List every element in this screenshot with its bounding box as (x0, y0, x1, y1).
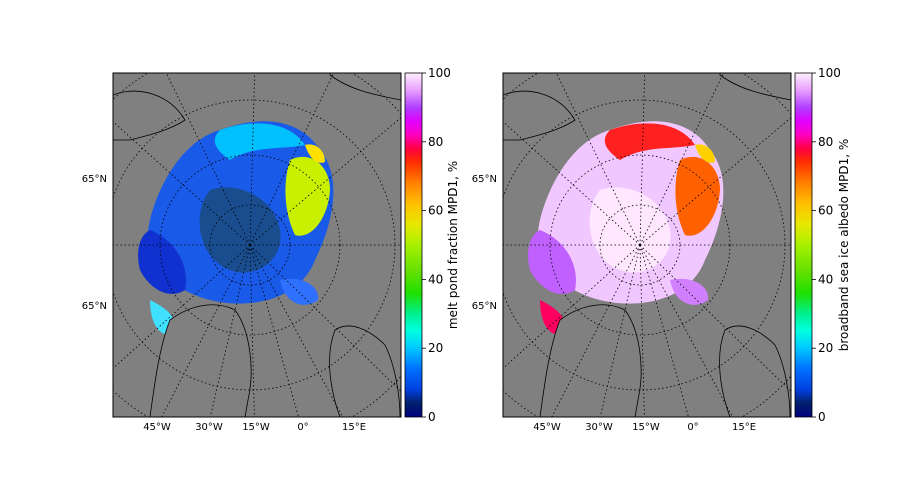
lon-label: 15°E (342, 422, 366, 433)
lon-labels: 45°W 30°W 15°W 0° 15°E (143, 422, 366, 433)
lon-label: 45°W (143, 422, 171, 433)
colorbar-tick-label: 40 (818, 272, 833, 286)
graticule (503, 73, 791, 417)
map-field (528, 121, 724, 335)
colorbar-left: 0 20 40 60 80 100 melt pond fraction MPD1, % (404, 66, 460, 424)
field-barents (305, 144, 325, 163)
colorbar-label: broadband sea ice albedo MPD1, % (837, 139, 851, 352)
lat-label: 65°N (472, 301, 497, 312)
colorbar-tick-label: 80 (818, 135, 833, 149)
colorbar-tick-label: 40 (428, 272, 443, 286)
lon-label: 0° (297, 422, 308, 433)
graticule (113, 73, 401, 417)
colorbar-gradient (404, 72, 423, 418)
lon-label: 15°W (242, 422, 270, 433)
colorbar-ticks: 0 20 40 60 80 100 (812, 66, 841, 424)
lon-label: 15°W (632, 422, 660, 433)
lat-label: 65°N (82, 174, 107, 185)
field-north (214, 123, 305, 160)
field-kara (675, 156, 720, 236)
colorbar-right: 0 20 40 60 80 100 broadband sea ice albedo MP… (794, 66, 851, 424)
colorbar-tick-label: 80 (428, 135, 443, 149)
colorbar-gradient (794, 72, 813, 418)
field-east (670, 278, 709, 305)
colorbar-tick-label: 0 (818, 410, 826, 424)
colorbar-ticks: 0 20 40 60 80 100 (422, 66, 451, 424)
field-east (280, 278, 319, 305)
lat-labels: 65°N 65°N (472, 174, 497, 312)
colorbar-tick-label: 20 (428, 341, 443, 355)
colorbar-label: melt pond fraction MPD1, % (446, 161, 460, 329)
lat-labels: 65°N 65°N (82, 174, 107, 312)
lon-label: 0° (687, 422, 698, 433)
lon-label: 30°W (585, 422, 613, 433)
lat-label: 65°N (472, 174, 497, 185)
colorbar-tick-label: 60 (818, 204, 833, 218)
lon-label: 45°W (533, 422, 561, 433)
map-frame (502, 72, 792, 418)
map-frame (112, 72, 402, 418)
map-panel-left: 65°N 65°N 45°W 30°W 15°W 0° 15°E (82, 72, 402, 433)
field-core (589, 187, 671, 273)
field-core (199, 187, 281, 273)
lon-labels: 45°W 30°W 15°W 0° 15°E (533, 422, 756, 433)
coastlines (503, 73, 791, 417)
lon-label: 30°W (195, 422, 223, 433)
colorbar-tick-label: 100 (428, 66, 451, 80)
field-kara (285, 156, 330, 236)
lon-label: 15°E (732, 422, 756, 433)
lat-label: 65°N (82, 301, 107, 312)
colorbar-tick-label: 60 (428, 204, 443, 218)
colorbar-tick-label: 100 (818, 66, 841, 80)
map-field (138, 121, 334, 335)
colorbar-tick-label: 20 (818, 341, 833, 355)
colorbar-tick-label: 0 (428, 410, 436, 424)
field-barents (695, 144, 715, 163)
coastlines (113, 73, 401, 417)
field-north (604, 123, 695, 160)
map-panel-right: 65°N 65°N 45°W 30°W 15°W 0° 15°E (472, 72, 792, 433)
